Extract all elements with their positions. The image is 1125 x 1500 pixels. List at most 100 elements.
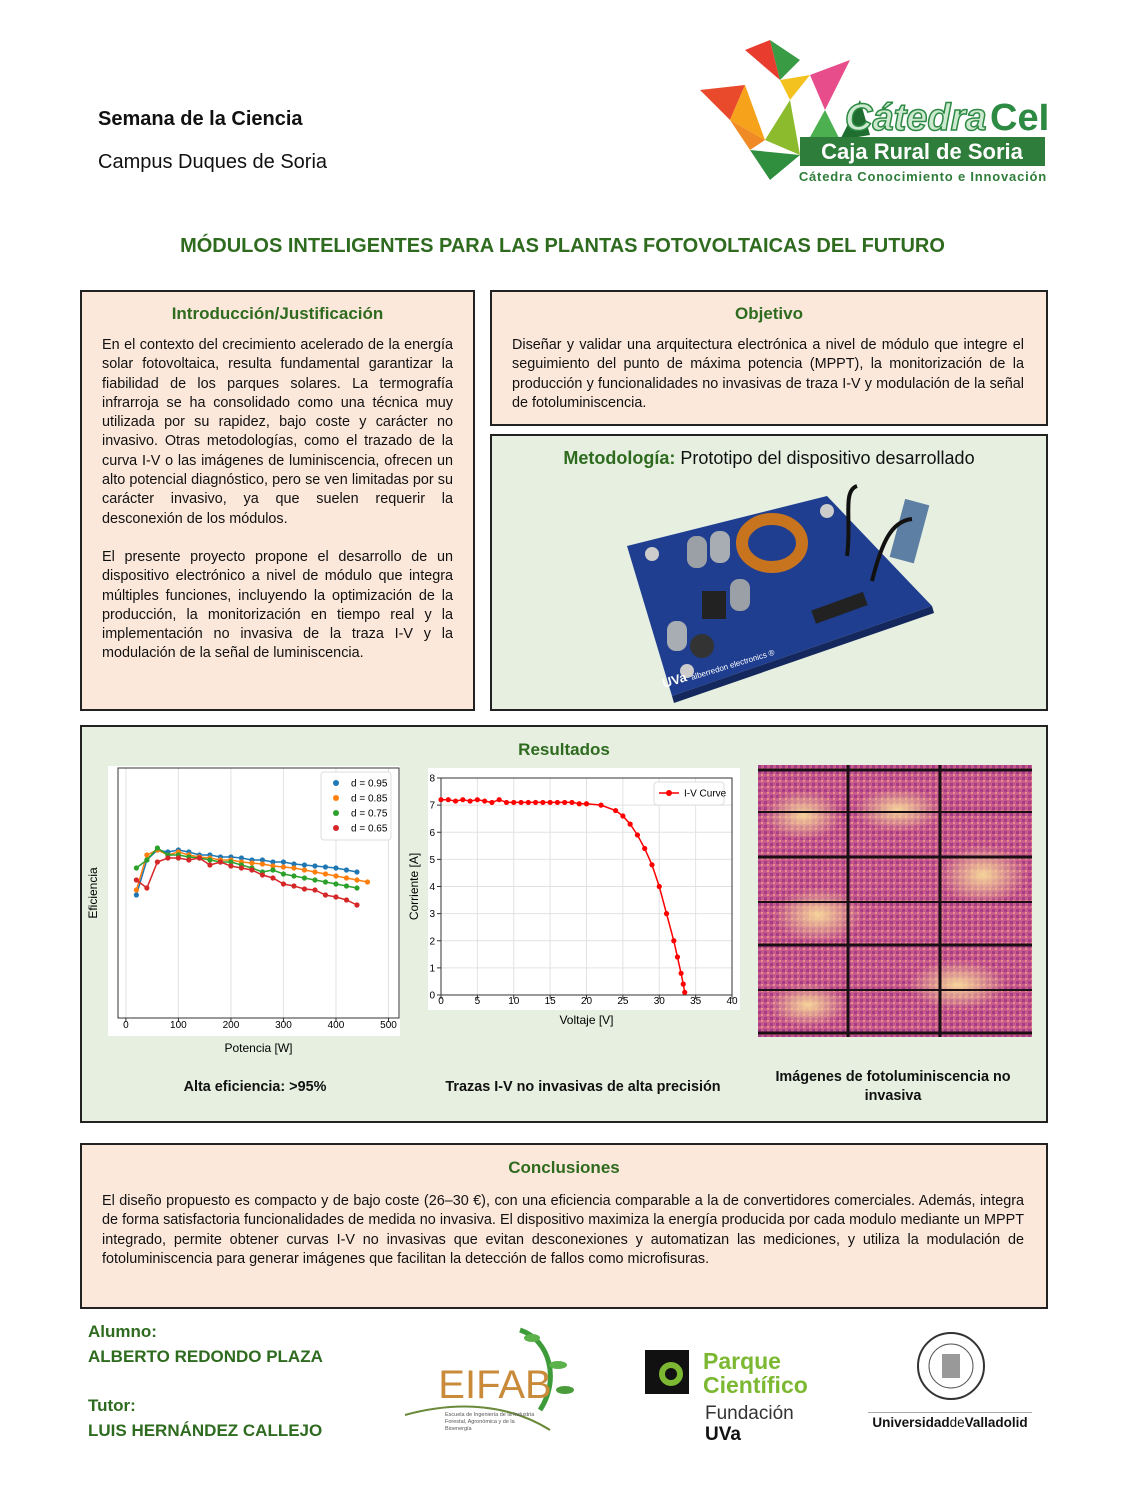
x-tick-label: 400 — [328, 1020, 345, 1031]
data-point — [333, 881, 339, 887]
data-point — [196, 855, 203, 861]
data-point — [438, 797, 444, 803]
legend-marker — [333, 780, 339, 786]
data-point — [144, 857, 150, 863]
eifab-school: Escuela de Ingeniería de la Industria Fo… — [445, 1412, 535, 1432]
bright-area — [908, 960, 1008, 1010]
x-tick-label: 300 — [275, 1020, 292, 1031]
data-point — [547, 799, 553, 806]
park-name: Parque Científico — [703, 1349, 808, 1397]
data-point — [482, 798, 488, 804]
x-tick-label: 25 — [617, 996, 629, 1007]
data-point — [511, 799, 517, 806]
series-line — [135, 849, 358, 896]
x-tick-label: 35 — [690, 996, 702, 1007]
x-axis-label: Potencia [W] — [224, 1041, 292, 1055]
data-point — [154, 845, 160, 851]
university-name: UniversidaddeValladolid — [868, 1412, 1032, 1430]
data-point — [238, 865, 245, 871]
bright-area — [938, 845, 1028, 905]
legend-marker — [333, 810, 339, 816]
y-tick-label: 4 — [429, 882, 435, 893]
data-point — [680, 981, 686, 987]
data-point — [301, 862, 308, 868]
toroid — [736, 513, 808, 573]
university-word: Universidad — [872, 1415, 950, 1430]
y-tick-label: 1 — [429, 963, 435, 974]
data-point — [354, 877, 360, 883]
data-point — [562, 799, 568, 806]
data-point — [291, 865, 297, 871]
data-point — [291, 873, 297, 879]
seal-ring — [928, 1343, 974, 1389]
series-line — [135, 857, 358, 906]
section-heading: Metodología: Prototipo del dispositivo d… — [492, 448, 1046, 469]
data-point — [678, 970, 684, 976]
x-tick-label: 0 — [438, 996, 444, 1007]
data-point — [259, 857, 266, 863]
heading-label: Metodología: — [563, 448, 676, 468]
data-point — [280, 881, 287, 887]
campus: Campus Duques de Soria — [98, 151, 328, 173]
data-point — [133, 887, 139, 893]
data-point — [343, 883, 350, 889]
data-point — [343, 897, 350, 903]
wire — [870, 517, 913, 582]
pcb-edge — [672, 606, 934, 703]
leaf — [730, 85, 765, 140]
data-point — [259, 872, 266, 878]
photoluminescence-image — [758, 765, 1032, 1037]
y-tick-label: 5 — [429, 855, 435, 866]
data-point — [674, 954, 681, 960]
data-point — [460, 797, 466, 803]
data-point — [301, 875, 308, 881]
iv-chart: 0 5 10 15 20 25 30 35 40 0 1 2 3 4 5 6 7 8 Voltaje [V] Corr… — [407, 768, 740, 1027]
leaf — [780, 75, 810, 100]
data-point — [474, 797, 480, 803]
data-point — [452, 798, 459, 804]
data-point — [259, 861, 266, 867]
data-point — [322, 871, 329, 877]
leaf — [770, 40, 800, 80]
data-point — [322, 864, 329, 870]
leaf — [524, 1334, 540, 1342]
y-tick-label: 7 — [429, 801, 435, 812]
section-heading: Objetivo — [734, 304, 803, 323]
data-point — [518, 799, 524, 806]
student-name: ALBERTO REDONDO PLAZA — [88, 1347, 323, 1366]
inductor — [690, 634, 714, 658]
data-point — [133, 877, 139, 883]
data-point — [620, 813, 626, 819]
tutor-name: LUIS HERNÁNDEZ CALLEJO — [88, 1421, 323, 1440]
uva-seal — [917, 1332, 985, 1400]
data-point — [217, 859, 224, 865]
data-point — [343, 875, 350, 881]
eifab-logo: EIFAB Escuela de Ingeniería de la Indust… — [404, 1327, 574, 1432]
bright-area — [768, 983, 848, 1027]
paragraph: El presente proyecto propone el desarrol… — [102, 548, 453, 662]
logo-initials: CeI — [990, 97, 1049, 139]
logo-bar — [800, 137, 1045, 166]
wire — [845, 484, 858, 557]
data-point — [354, 869, 360, 875]
conclusions-box: Conclusiones El diseño propuesto es comp… — [80, 1143, 1048, 1309]
data-point — [154, 859, 160, 865]
paragraph: Diseñar y validar una arquitectura elect… — [512, 337, 1024, 411]
section-heading: Introducción/Justificación — [171, 304, 384, 323]
bright-area — [763, 790, 843, 840]
x-tick-label: 20 — [581, 996, 593, 1007]
regulator — [702, 591, 726, 619]
data-point — [649, 862, 655, 868]
park-icon — [645, 1350, 689, 1394]
leaf — [765, 100, 800, 155]
poster-title: MÓDULOS INTELIGENTES PARA LAS PLANTAS FO… — [180, 235, 945, 257]
caption: Imágenes de fotoluminiscencia no invasiv… — [775, 1069, 1011, 1104]
data-point — [354, 885, 360, 891]
catedra-logo: Cátedra CeI Caja Rural de Soria Cátedra … — [700, 40, 1049, 184]
vine — [519, 1327, 553, 1412]
x-axis-label: Voltaje [V] — [559, 1013, 613, 1027]
data-point — [532, 799, 539, 806]
y-tick-label: 2 — [429, 936, 435, 947]
seal-ring — [917, 1332, 985, 1400]
